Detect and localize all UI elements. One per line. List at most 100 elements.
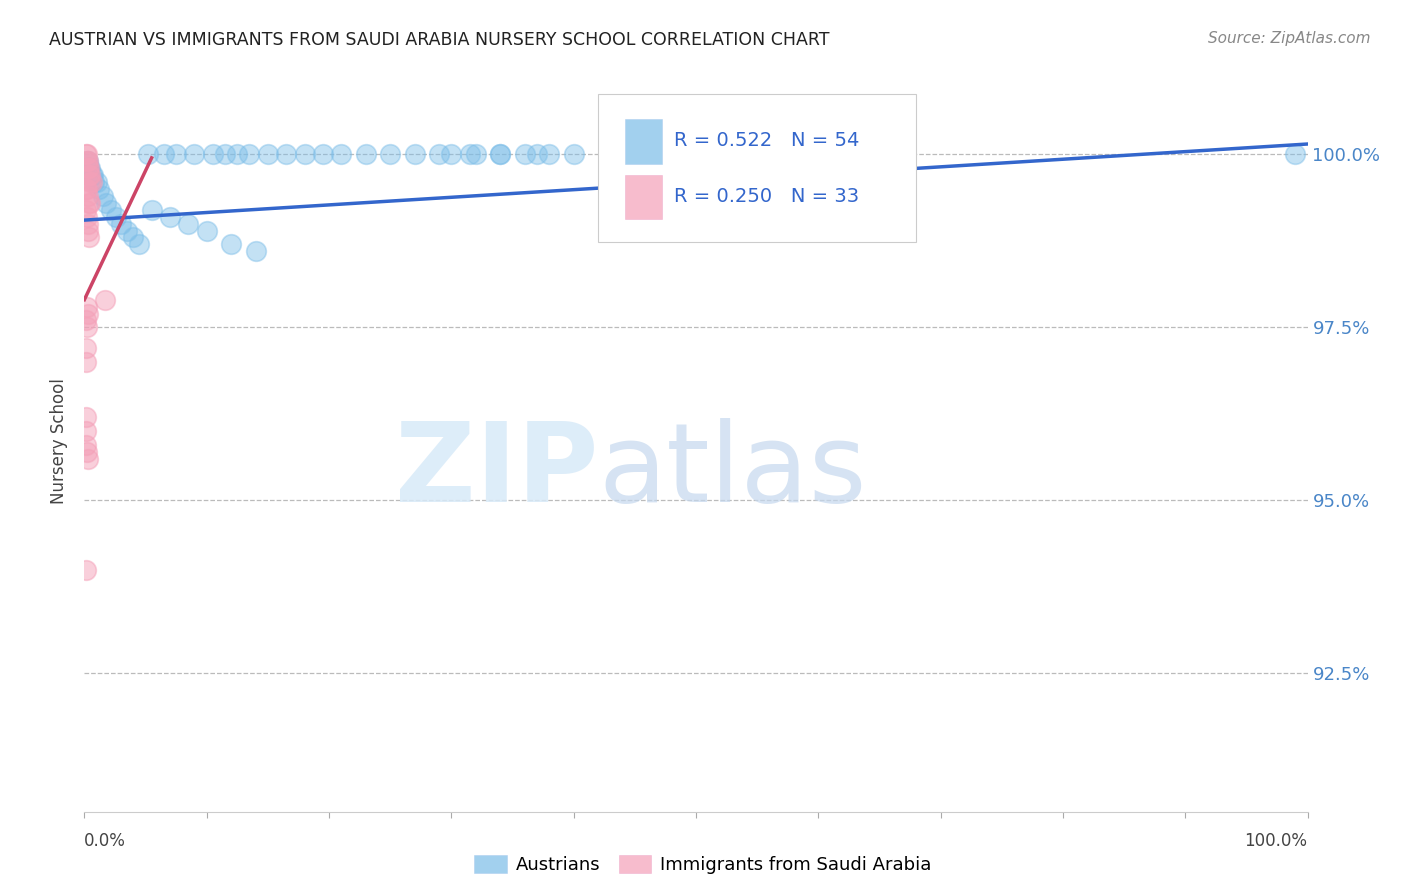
Bar (626, 120, 662, 164)
Point (77, 451, 100, 466)
Y-axis label: Nursery School: Nursery School (51, 378, 69, 505)
Text: R = 0.250   N = 33: R = 0.250 N = 33 (673, 187, 859, 206)
Point (165, 147, 187, 161)
Point (141, 202, 163, 217)
Point (257, 147, 280, 161)
Point (458, 147, 481, 161)
Point (76, 154, 98, 169)
Point (294, 147, 316, 161)
Point (489, 147, 512, 161)
Point (82, 168, 104, 182)
Point (75, 355, 97, 369)
Point (312, 147, 335, 161)
Point (75, 410, 97, 425)
Point (201, 147, 224, 161)
Text: 100.0%: 100.0% (1244, 832, 1308, 850)
Point (354, 147, 377, 161)
Legend: Austrians, Immigrants from Saudi Arabia: Austrians, Immigrants from Saudi Arabia (474, 855, 932, 874)
Point (77, 161, 100, 176)
Point (75, 341, 97, 355)
Point (96, 195, 118, 210)
FancyBboxPatch shape (598, 94, 917, 242)
Point (1284, 147, 1306, 161)
Point (440, 147, 463, 161)
Point (599, 147, 621, 161)
Point (177, 217, 200, 231)
Point (77, 161, 100, 176)
Point (75, 147, 97, 161)
Point (159, 210, 181, 224)
Point (489, 147, 512, 161)
Point (526, 147, 548, 161)
Point (136, 147, 159, 161)
Point (219, 237, 242, 252)
Point (76, 300, 98, 314)
Text: AUSTRIAN VS IMMIGRANTS FROM SAUDI ARABIA NURSERY SCHOOL CORRELATION CHART: AUSTRIAN VS IMMIGRANTS FROM SAUDI ARABIA… (49, 31, 830, 49)
Point (464, 147, 486, 161)
Point (183, 147, 205, 161)
Point (75, 563, 97, 577)
Point (80, 175, 103, 189)
Text: atlas: atlas (598, 417, 866, 524)
Point (624, 147, 647, 161)
Point (76, 445, 98, 459)
Point (562, 147, 585, 161)
Point (380, 147, 402, 161)
Point (91, 189, 114, 203)
Point (226, 147, 249, 161)
Point (276, 147, 298, 161)
Point (75, 182, 97, 196)
Point (79, 168, 101, 182)
Point (214, 147, 236, 161)
Point (77, 161, 100, 176)
Point (128, 237, 150, 252)
Point (83, 175, 105, 189)
Point (86, 175, 108, 189)
Point (80, 168, 103, 182)
Point (76, 320, 98, 334)
Point (153, 147, 176, 161)
Point (87, 182, 110, 196)
Text: R = 0.522   N = 54: R = 0.522 N = 54 (673, 131, 859, 151)
Point (110, 217, 132, 231)
Point (79, 175, 101, 189)
Point (77, 154, 100, 169)
Point (77, 189, 100, 203)
Point (75, 313, 97, 327)
Point (76, 210, 98, 224)
Point (77, 195, 100, 210)
Text: 0.0%: 0.0% (84, 832, 127, 850)
Text: ZIP: ZIP (395, 417, 598, 524)
Bar (626, 175, 662, 219)
Point (79, 195, 101, 210)
Point (76, 182, 98, 196)
Point (122, 230, 145, 244)
Point (245, 244, 267, 259)
Point (77, 306, 100, 320)
Point (330, 147, 353, 161)
Point (75, 202, 97, 217)
Point (77, 230, 100, 244)
Point (115, 223, 138, 237)
Point (77, 154, 100, 169)
Text: Source: ZipAtlas.com: Source: ZipAtlas.com (1208, 31, 1371, 46)
Point (105, 210, 128, 224)
Point (195, 223, 218, 237)
Point (404, 147, 426, 161)
Point (538, 147, 561, 161)
Point (697, 147, 720, 161)
Point (427, 147, 450, 161)
Point (238, 147, 260, 161)
Point (76, 154, 98, 169)
Point (77, 217, 100, 231)
Point (100, 202, 122, 217)
Point (94, 293, 117, 307)
Point (79, 161, 101, 176)
Point (75, 438, 97, 452)
Point (77, 168, 100, 182)
Point (75, 424, 97, 438)
Point (77, 223, 100, 237)
Point (513, 147, 536, 161)
Point (661, 147, 683, 161)
Point (76, 147, 98, 161)
